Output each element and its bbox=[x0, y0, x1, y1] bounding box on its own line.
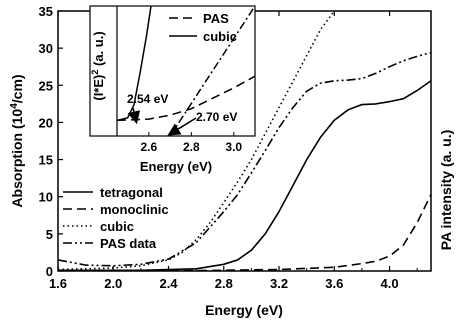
inset-x-tick-label: 3.0 bbox=[225, 140, 242, 154]
x-tick-label: 2.8 bbox=[215, 276, 233, 291]
x-tick-label: 4.0 bbox=[381, 276, 399, 291]
inset-series-line-pas bbox=[117, 75, 255, 122]
legend-label: tetragonal bbox=[100, 185, 163, 200]
y-tick-label: 30 bbox=[39, 41, 53, 56]
y-tick-label: 20 bbox=[39, 115, 53, 130]
inset-x-tick-label: 2.8 bbox=[183, 140, 200, 154]
legend-label: PAS data bbox=[100, 236, 157, 251]
inset-annotation-label: 2.70 eV bbox=[196, 110, 237, 124]
y-tick-label: 25 bbox=[39, 78, 53, 93]
inset-x-axis-title: Energy (eV) bbox=[140, 159, 212, 174]
y-tick-label: 10 bbox=[39, 190, 53, 205]
y-tick-label: 35 bbox=[39, 4, 53, 19]
inset-series bbox=[117, 6, 255, 136]
x-tick-label: 3.6 bbox=[325, 276, 343, 291]
inset-legend: PAS cubic bbox=[169, 11, 237, 44]
inset-series-line-cubic bbox=[117, 6, 152, 122]
legend-label: monoclinic bbox=[100, 202, 169, 217]
series-line-tetragonal bbox=[58, 80, 431, 271]
y-tick-label: 0 bbox=[46, 264, 53, 279]
x-tick-label: 1.6 bbox=[49, 276, 67, 291]
inset-legend-label: cubic bbox=[203, 29, 237, 44]
inset-x-tick-label: 2.6 bbox=[141, 140, 158, 154]
legend-label: cubic bbox=[100, 219, 134, 234]
main-ticks: 1.6 2.0 2.4 2.8 3.2 3.6 4.0 0 5 10 15 20 25 30 35 bbox=[39, 4, 418, 291]
inset-annotations: 2.54 eV 2.70 eV bbox=[127, 92, 237, 136]
y-tick-label: 5 bbox=[46, 227, 53, 242]
inset-annotation-arrow bbox=[127, 107, 141, 125]
x-axis-title: Energy (eV) bbox=[205, 302, 283, 318]
main-series bbox=[58, 11, 431, 271]
y-axis-title: Absorption (104/cm) bbox=[9, 74, 25, 207]
series-line-monoclinic bbox=[58, 194, 431, 271]
x-tick-label: 3.2 bbox=[270, 276, 288, 291]
inset-series-line-fit-2 bbox=[169, 6, 255, 136]
main-legend: tetragonal monoclinic cubic PAS data bbox=[63, 185, 169, 251]
right-y-axis-title: PA intensity (a. u.) bbox=[438, 130, 454, 251]
inset-legend-label: PAS bbox=[203, 11, 229, 26]
x-tick-label: 2.0 bbox=[104, 276, 122, 291]
inset-annotation-arrow bbox=[167, 117, 197, 136]
inset-annotation-label: 2.54 eV bbox=[127, 92, 168, 106]
inset-y-axis-title: (I*E)2 (a. u.) bbox=[90, 31, 106, 100]
y-tick-label: 15 bbox=[39, 153, 53, 168]
series-line-pas-data bbox=[58, 51, 431, 267]
x-tick-label: 2.4 bbox=[159, 276, 178, 291]
inset-ticks: 2.6 2.8 3.0 bbox=[116, 6, 242, 154]
